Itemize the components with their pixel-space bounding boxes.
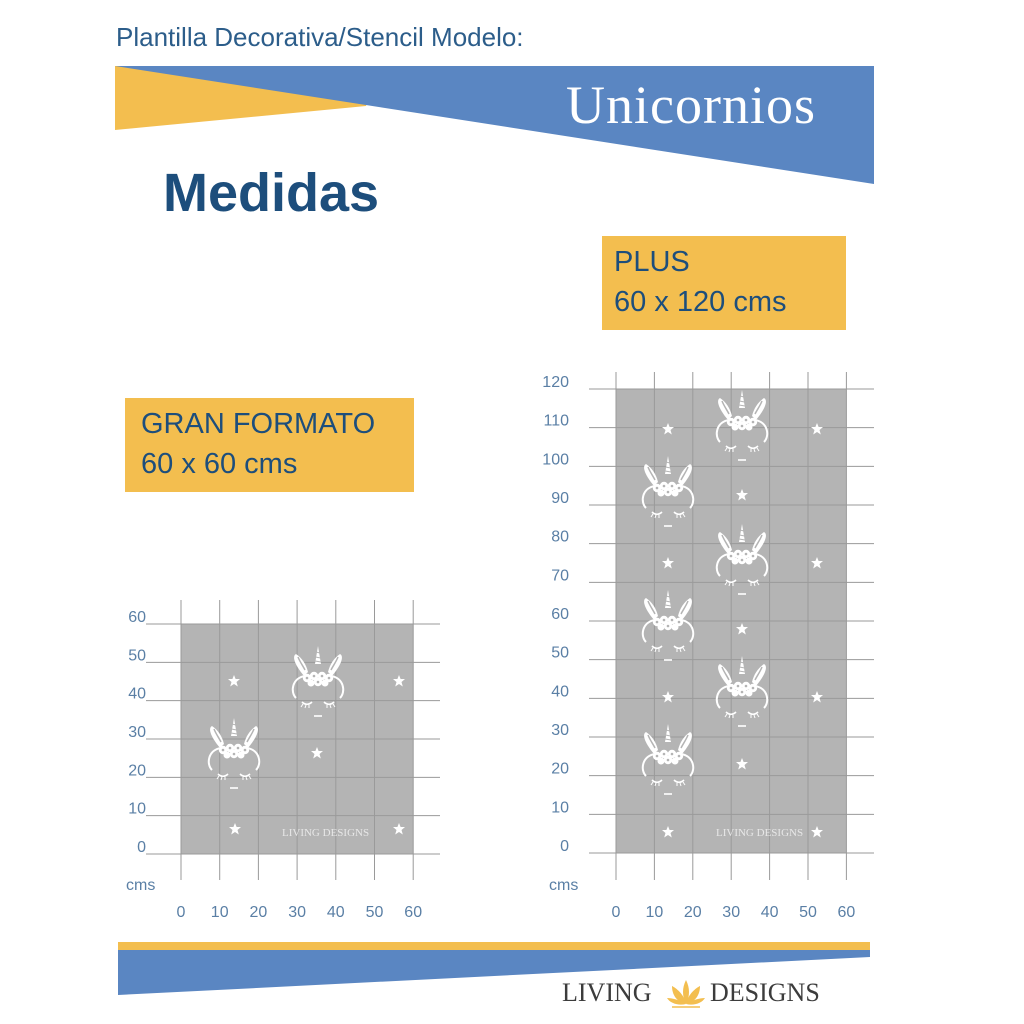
y-tick-label: 10: [551, 799, 569, 816]
size-dimensions: 60 x 120 cms: [614, 286, 787, 318]
size-dimensions: 60 x 60 cms: [141, 448, 298, 480]
watermark: LIVING DESIGNS: [282, 827, 369, 839]
section-title: Medidas: [163, 163, 380, 223]
y-tick-label: 30: [551, 722, 569, 739]
x-tick-label: 60: [404, 904, 422, 921]
logo-word-left: LIVING: [562, 978, 652, 1007]
y-ticks-gran-formato: 60 50 40 30 20 10 0: [128, 609, 146, 856]
grid-plus: [589, 372, 874, 880]
y-tick-label: 40: [551, 683, 569, 700]
y-tick-label: 10: [128, 801, 146, 818]
y-tick-label: 80: [551, 529, 569, 546]
page-subtitle: Plantilla Decorativa/Stencil Modelo:: [116, 22, 524, 52]
y-tick-label: 100: [542, 451, 569, 468]
size-name: PLUS: [614, 246, 690, 278]
x-tick-label: 10: [646, 904, 664, 921]
grid-gran-formato: [146, 600, 440, 880]
unit-label: cms: [549, 877, 578, 894]
y-tick-label: 60: [128, 609, 146, 626]
banner-title: Unicornios: [566, 75, 816, 135]
size-name: GRAN FORMATO: [141, 408, 376, 440]
y-tick-label: 0: [137, 839, 146, 856]
x-tick-label: 0: [177, 904, 186, 921]
y-tick-label: 20: [551, 761, 569, 778]
x-tick-label: 40: [327, 904, 345, 921]
y-tick-label: 60: [551, 606, 569, 623]
y-tick-label: 0: [560, 838, 569, 855]
x-ticks-plus: 0 10 20 30 40 50 60: [612, 904, 856, 921]
chart-plus: LIVING DESIGNS 1201101009080706050403020…: [542, 372, 874, 921]
x-tick-label: 30: [722, 904, 740, 921]
y-tick-label: 50: [551, 645, 569, 662]
y-tick-label: 90: [551, 490, 569, 507]
unit-label: cms: [126, 877, 155, 894]
size-box-plus: PLUS 60 x 120 cms: [602, 236, 846, 330]
y-tick-label: 70: [551, 567, 569, 584]
footer-yellow-stripe: [118, 942, 870, 950]
x-tick-label: 20: [684, 904, 702, 921]
chart-gran-formato: LIVING DESIGNS 60 50 40 30 20 10 0 0 10 20 30 40 50…: [126, 600, 440, 921]
x-tick-label: 50: [366, 904, 384, 921]
x-tick-label: 30: [288, 904, 306, 921]
banner-blue-band: [115, 66, 874, 184]
y-tick-label: 120: [542, 374, 569, 391]
y-tick-label: 30: [128, 724, 146, 741]
x-tick-label: 50: [799, 904, 817, 921]
y-tick-label: 40: [128, 686, 146, 703]
x-tick-label: 10: [211, 904, 229, 921]
x-tick-label: 40: [761, 904, 779, 921]
watermark: LIVING DESIGNS: [716, 827, 803, 839]
x-ticks-gran-formato: 0 10 20 30 40 50 60: [177, 904, 423, 921]
x-tick-label: 60: [838, 904, 856, 921]
lotus-logo-icon: [667, 980, 705, 1008]
footer-blue-band: [118, 950, 870, 995]
x-tick-label: 20: [250, 904, 268, 921]
y-tick-label: 110: [543, 413, 569, 430]
living-designs-logo: LIVING DESIGNS: [562, 976, 832, 1012]
x-tick-label: 0: [612, 904, 621, 921]
logo-word-right: DESIGNS: [710, 978, 820, 1007]
y-tick-label: 20: [128, 762, 146, 779]
size-box-gran-formato: GRAN FORMATO 60 x 60 cms: [125, 398, 414, 492]
y-tick-label: 50: [128, 647, 146, 664]
